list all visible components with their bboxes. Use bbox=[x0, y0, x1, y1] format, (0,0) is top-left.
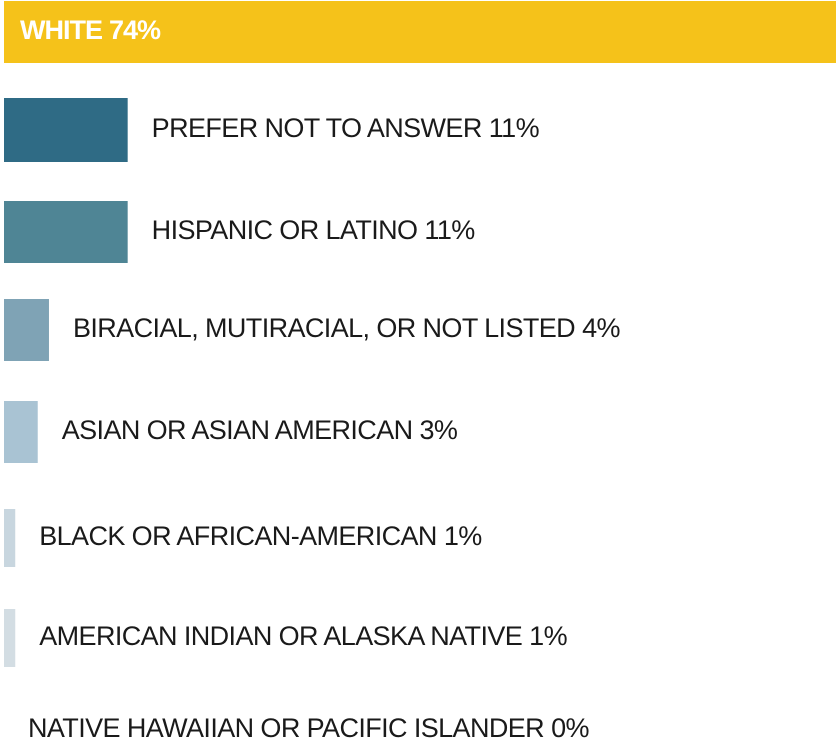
value-label: 1% bbox=[444, 521, 482, 551]
bar-label: BLACK OR AFRICAN-AMERICAN 1% bbox=[39, 521, 482, 551]
category-label: ASIAN OR ASIAN AMERICAN bbox=[62, 415, 413, 445]
bar-label: HISPANIC OR LATINO 11% bbox=[152, 215, 476, 245]
category-label: HISPANIC OR LATINO bbox=[152, 215, 418, 245]
category-label: AMERICAN INDIAN OR ALASKA NATIVE bbox=[39, 621, 522, 651]
bar bbox=[4, 401, 38, 463]
category-label: NATIVE HAWAIIAN OR PACIFIC ISLANDER bbox=[28, 713, 544, 743]
bar-label: NATIVE HAWAIIAN OR PACIFIC ISLANDER 0% bbox=[28, 713, 589, 743]
bar bbox=[4, 609, 16, 667]
bar-label: WHITE 74% bbox=[20, 15, 161, 45]
category-label: PREFER NOT TO ANSWER bbox=[152, 113, 482, 143]
bar-label: AMERICAN INDIAN OR ALASKA NATIVE 1% bbox=[39, 621, 567, 651]
value-label: 3% bbox=[420, 415, 458, 445]
bar-label: ASIAN OR ASIAN AMERICAN 3% bbox=[62, 415, 458, 445]
bar bbox=[4, 201, 128, 263]
value-label: 0% bbox=[551, 713, 589, 743]
category-label: WHITE bbox=[20, 15, 102, 45]
bar bbox=[4, 509, 16, 567]
bar bbox=[4, 98, 128, 162]
category-label: BLACK OR AFRICAN-AMERICAN bbox=[39, 521, 437, 551]
value-label: 74% bbox=[109, 15, 161, 45]
category-label: BIRACIAL, MUTIRACIAL, OR NOT LISTED bbox=[73, 313, 575, 343]
value-label: 4% bbox=[582, 313, 620, 343]
value-label: 11% bbox=[424, 215, 475, 245]
bar-label: BIRACIAL, MUTIRACIAL, OR NOT LISTED 4% bbox=[73, 313, 621, 343]
bar bbox=[4, 299, 49, 361]
bar-label: PREFER NOT TO ANSWER 11% bbox=[152, 113, 540, 143]
value-label: 11% bbox=[489, 113, 540, 143]
bar bbox=[4, 1, 836, 63]
value-label: 1% bbox=[529, 621, 567, 651]
